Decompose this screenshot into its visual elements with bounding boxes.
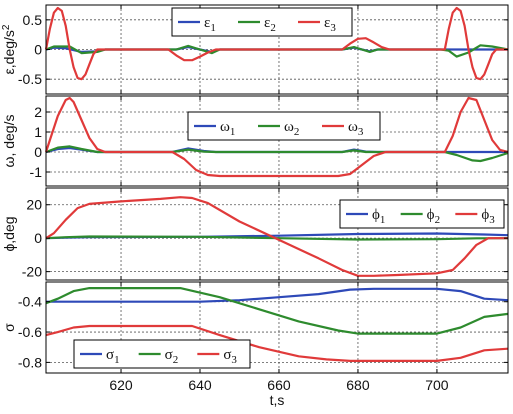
y-tick-label: 0	[34, 144, 42, 160]
y-tick-label: 0.5	[23, 12, 43, 28]
panel-3: -20 0 20 ϕ,deg ϕ1 ϕ2 ϕ3	[1, 187, 509, 281]
x-axis-label: t,s	[270, 392, 285, 408]
y-tick-label: 1	[34, 124, 42, 140]
legend: ω1 ω2 ω3	[187, 111, 381, 141]
legend: ϕ1 ϕ2 ϕ3	[339, 199, 505, 229]
legend-label-sub: 3	[358, 126, 364, 138]
grid	[46, 96, 508, 186]
series-line-2	[45, 44, 509, 58]
legend-label-sub: 2	[270, 22, 276, 34]
y-tick-label: -0.5	[18, 71, 42, 87]
legend-label: ε1	[204, 15, 216, 34]
y-tick-label: 2	[34, 104, 42, 120]
series-line-2	[45, 235, 509, 241]
legend: σ1 σ2 σ3	[73, 339, 251, 369]
legend: ε1 ε2 ε3	[171, 7, 353, 37]
y-axis-label: ϕ,deg	[1, 216, 17, 251]
legend-box	[73, 339, 251, 369]
y-axis-label-sup: 2	[1, 24, 12, 30]
x-tick-label: 660	[267, 377, 291, 393]
y-axis-label: ω, deg/s	[1, 115, 17, 168]
panel-2: -1 0 1 2 ω, deg/s ω1 ω2 ω3	[1, 95, 509, 187]
y-tick-label: 20	[26, 197, 42, 213]
x-tick-label: 620	[109, 377, 133, 393]
series-line-3	[44, 96, 509, 178]
legend-label-sub: 2	[435, 214, 441, 226]
plot-frame	[45, 95, 509, 187]
y-tick-label: -1	[30, 164, 43, 180]
series-line-2	[45, 287, 509, 335]
y-tick-label: 0	[34, 42, 42, 58]
y-tick-label: -0.8	[18, 354, 42, 370]
legend-box	[187, 111, 381, 141]
x-tick-label: 680	[346, 377, 370, 393]
legend-label-sub: 3	[330, 22, 336, 34]
series-line-1	[46, 287, 509, 303]
y-axis-label: ε,deg/s2	[1, 24, 17, 74]
plot-frame	[45, 187, 509, 281]
legend-label-sub: 2	[173, 354, 179, 366]
legend-label-sub: 1	[210, 22, 216, 34]
legend-label-sub: 1	[230, 126, 236, 138]
plot-frame	[45, 281, 509, 374]
y-axis-label: σ	[1, 323, 17, 332]
series-line-3	[45, 324, 509, 362]
x-tick-label: 640	[188, 377, 212, 393]
legend-label-sub: 1	[380, 214, 386, 226]
x-tick-label: 700	[425, 377, 449, 393]
legend-box	[171, 7, 353, 37]
legend-label: ε2	[264, 15, 276, 34]
panel-1: -0.500.5ε,deg/s2 ε1 ε2 ε3	[1, 4, 509, 95]
legend-label-sub: 3	[489, 214, 495, 226]
legend-label-sub: 2	[294, 126, 300, 138]
y-tick-label: -20	[22, 264, 42, 280]
series-line-3	[44, 6, 508, 81]
legend-label-sub: 3	[231, 354, 237, 366]
legend-label-sub: 1	[114, 354, 120, 366]
series-line-3	[45, 196, 508, 277]
y-tick-label: 0	[34, 230, 42, 246]
y-tick-label: -0.6	[18, 324, 42, 340]
y-tick-label: -0.4	[18, 294, 42, 310]
panel-4: -0.8 -0.6 -0.4 620 640 660 680 700 t,s σ σ1 σ2 σ3	[1, 281, 509, 408]
series-line-2	[45, 145, 509, 163]
